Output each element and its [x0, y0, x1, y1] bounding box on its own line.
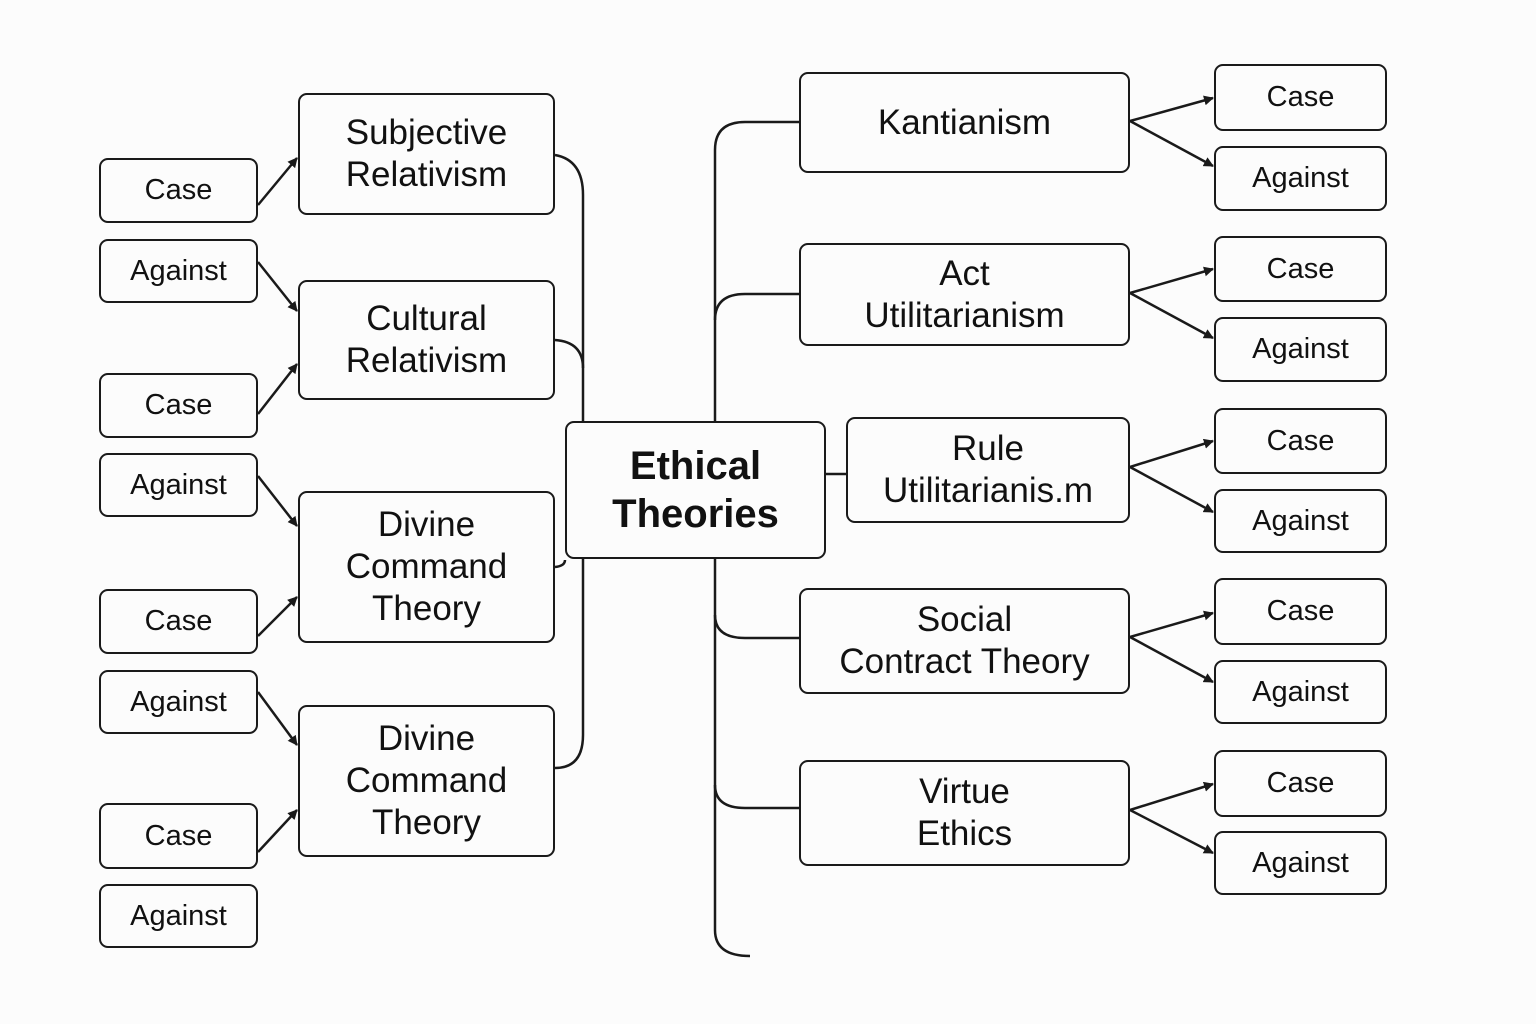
topic-rule-utilitarianism[interactable]: Rule Utilitarianis.m — [846, 417, 1130, 523]
left-case-box-4[interactable]: Case — [99, 803, 258, 869]
left-against-box-2[interactable]: Against — [99, 453, 258, 517]
right-case-box-4[interactable]: Case — [1214, 578, 1387, 645]
right-trunk-line — [713, 120, 799, 421]
arrow-line — [256, 691, 299, 746]
arrow-line — [1129, 781, 1214, 812]
topic-divine-command-theory-2[interactable]: Divine Command Theory — [298, 705, 555, 857]
arrow-line — [1129, 291, 1214, 340]
left-case-box-3[interactable]: Case — [99, 589, 258, 654]
topic-subjective-relativism[interactable]: Subjective Relativism — [298, 93, 555, 215]
right-case-box-1[interactable]: Case — [1214, 64, 1387, 131]
center-topic-ethical-theories[interactable]: Ethical Theories — [565, 421, 826, 559]
left-branch-line — [554, 338, 585, 369]
topic-kantianism[interactable]: Kantianism — [799, 72, 1130, 173]
arrow-line — [1129, 465, 1214, 514]
right-case-box-3[interactable]: Case — [1214, 408, 1387, 474]
left-trunk-line — [554, 153, 585, 421]
arrow-line — [257, 157, 298, 206]
right-case-box-5[interactable]: Case — [1214, 750, 1387, 817]
arrow-line — [257, 363, 298, 415]
arrow-line — [1129, 635, 1214, 684]
arrow-line — [257, 596, 298, 637]
right-against-box-3[interactable]: Against — [1214, 489, 1387, 553]
right-branch-line — [713, 784, 799, 810]
left-branch-line — [554, 559, 567, 569]
right-trunk-line — [713, 559, 751, 958]
left-against-box-3[interactable]: Against — [99, 670, 258, 734]
left-branch-line — [554, 559, 585, 770]
arrow-line — [257, 475, 298, 527]
arrow-line — [1129, 95, 1214, 123]
topic-virtue-ethics[interactable]: Virtue Ethics — [799, 760, 1130, 866]
left-case-box-1[interactable]: Case — [99, 158, 258, 223]
right-case-box-2[interactable]: Case — [1214, 236, 1387, 302]
right-against-box-5[interactable]: Against — [1214, 831, 1387, 895]
topic-act-utilitarianism[interactable]: Act Utilitarianism — [799, 243, 1130, 346]
arrow-line — [1129, 119, 1214, 168]
right-branch-line — [713, 614, 799, 640]
arrow-line — [1129, 808, 1214, 855]
arrow-line — [257, 261, 298, 312]
arrow-line — [1129, 266, 1214, 295]
arrow-line — [257, 809, 298, 853]
topic-cultural-relativism[interactable]: Cultural Relativism — [298, 280, 555, 400]
topic-divine-command-theory-1[interactable]: Divine Command Theory — [298, 491, 555, 643]
right-against-box-1[interactable]: Against — [1214, 146, 1387, 211]
left-against-box-4[interactable]: Against — [99, 884, 258, 948]
topic-social-contract-theory[interactable]: Social Contract Theory — [799, 588, 1130, 694]
left-against-box-1[interactable]: Against — [99, 239, 258, 303]
right-branch-line — [713, 292, 799, 321]
right-against-box-2[interactable]: Against — [1214, 317, 1387, 382]
right-against-box-4[interactable]: Against — [1214, 660, 1387, 724]
left-case-box-2[interactable]: Case — [99, 373, 258, 438]
arrow-line — [1129, 438, 1214, 469]
arrow-line — [1129, 610, 1214, 639]
